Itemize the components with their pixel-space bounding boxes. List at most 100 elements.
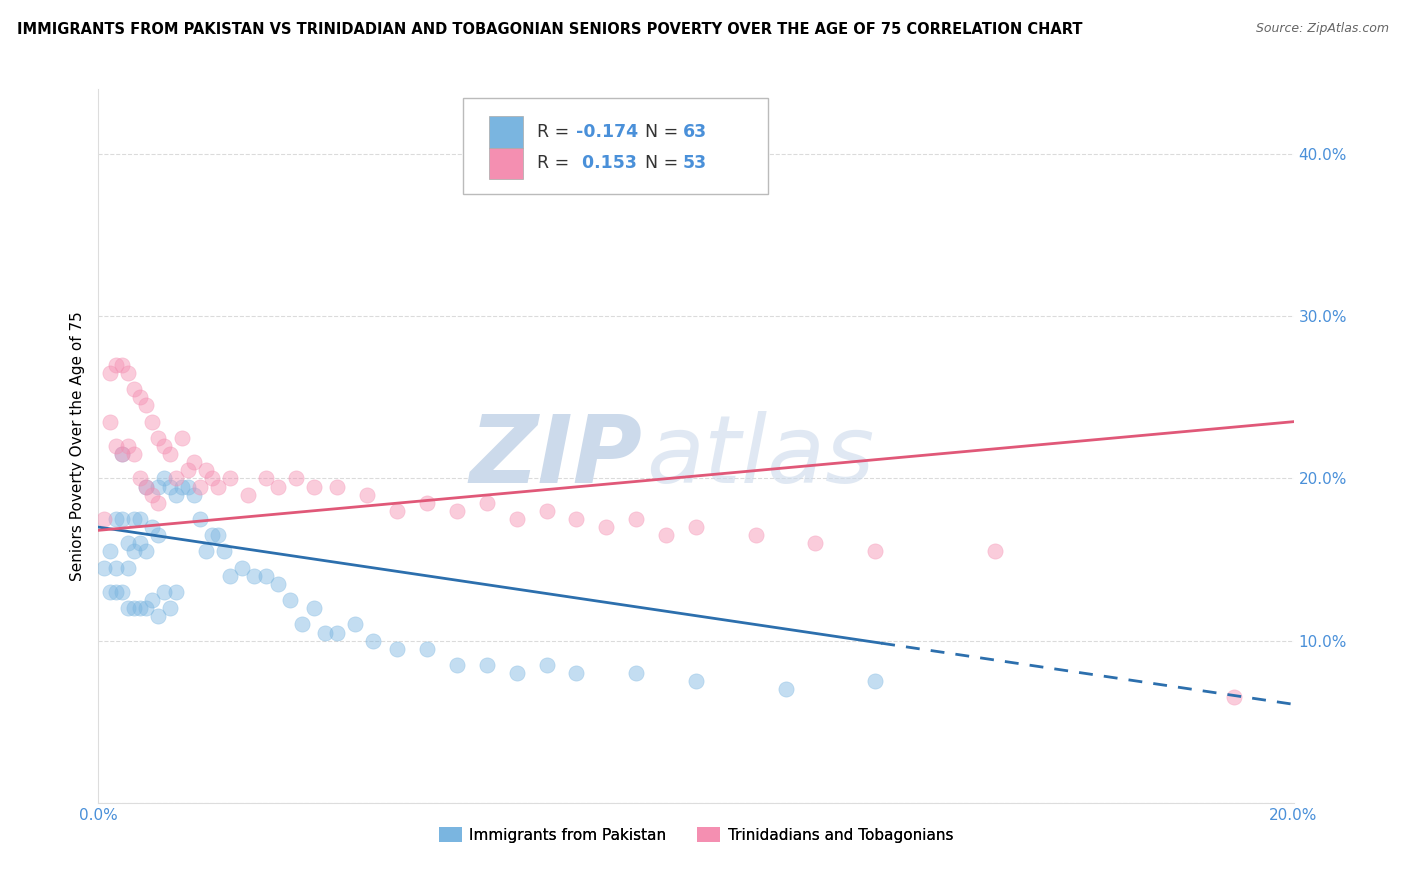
Point: [416, 496, 439, 510]
Point: [302, 601, 325, 615]
Point: [1223, 690, 1246, 705]
Point: [236, 488, 259, 502]
Point: [385, 504, 409, 518]
Point: [865, 674, 887, 689]
FancyBboxPatch shape: [489, 148, 523, 179]
Point: [124, 544, 146, 558]
Point: [153, 439, 176, 453]
Point: [356, 488, 378, 502]
Text: R =: R =: [537, 123, 575, 141]
Point: [183, 488, 205, 502]
Point: [129, 512, 152, 526]
Point: [177, 463, 200, 477]
Point: [141, 488, 163, 502]
Point: [865, 544, 887, 558]
Point: [506, 512, 529, 526]
FancyBboxPatch shape: [463, 98, 768, 194]
Point: [117, 439, 139, 453]
Text: 63: 63: [683, 123, 707, 141]
Point: [165, 585, 187, 599]
Point: [188, 512, 211, 526]
Point: [446, 657, 468, 672]
Point: [195, 544, 218, 558]
Point: [141, 520, 163, 534]
Point: [416, 641, 439, 656]
Point: [188, 479, 211, 493]
Point: [148, 609, 170, 624]
Point: [685, 674, 707, 689]
Point: [195, 463, 218, 477]
Point: [201, 471, 224, 485]
Point: [207, 479, 229, 493]
Text: R =: R =: [537, 154, 575, 172]
Point: [201, 528, 224, 542]
Point: [565, 666, 588, 681]
Point: [98, 585, 122, 599]
Point: [278, 593, 301, 607]
Point: [148, 431, 170, 445]
Point: [105, 358, 128, 372]
Point: [135, 544, 157, 558]
Point: [506, 666, 529, 681]
Text: N =: N =: [644, 154, 683, 172]
Point: [159, 447, 181, 461]
Point: [291, 617, 314, 632]
Point: [267, 577, 290, 591]
Point: [243, 568, 266, 582]
Point: [93, 512, 115, 526]
Point: [141, 593, 163, 607]
Point: [124, 601, 146, 615]
Point: [536, 504, 558, 518]
Text: N =: N =: [644, 123, 683, 141]
Point: [984, 544, 1007, 558]
Y-axis label: Seniors Poverty Over the Age of 75: Seniors Poverty Over the Age of 75: [69, 311, 84, 581]
Text: IMMIGRANTS FROM PAKISTAN VS TRINIDADIAN AND TOBAGONIAN SENIORS POVERTY OVER THE : IMMIGRANTS FROM PAKISTAN VS TRINIDADIAN …: [17, 22, 1083, 37]
Point: [129, 601, 152, 615]
Point: [219, 471, 242, 485]
Point: [117, 536, 139, 550]
Text: Source: ZipAtlas.com: Source: ZipAtlas.com: [1256, 22, 1389, 36]
Point: [148, 479, 170, 493]
Point: [626, 666, 648, 681]
Point: [148, 496, 170, 510]
Point: [254, 568, 277, 582]
Text: 53: 53: [683, 154, 707, 172]
Point: [326, 479, 349, 493]
Point: [165, 488, 187, 502]
Point: [111, 512, 134, 526]
Point: [172, 479, 194, 493]
Point: [124, 447, 146, 461]
Point: [129, 536, 152, 550]
Point: [475, 496, 498, 510]
Point: [105, 439, 128, 453]
Point: [212, 544, 235, 558]
Point: [284, 471, 307, 485]
Point: [105, 560, 128, 574]
Point: [135, 601, 157, 615]
Point: [685, 520, 707, 534]
Point: [124, 512, 146, 526]
Point: [111, 358, 134, 372]
Point: [117, 601, 139, 615]
Point: [135, 399, 157, 413]
Point: [98, 366, 122, 380]
Point: [141, 415, 163, 429]
Text: ZIP: ZIP: [470, 410, 643, 503]
Point: [93, 560, 115, 574]
Point: [315, 625, 337, 640]
Point: [177, 479, 200, 493]
Point: [111, 447, 134, 461]
Legend: Immigrants from Pakistan, Trinidadians and Tobagonians: Immigrants from Pakistan, Trinidadians a…: [433, 821, 959, 848]
FancyBboxPatch shape: [489, 116, 523, 148]
Point: [326, 625, 349, 640]
Point: [111, 447, 134, 461]
Point: [98, 415, 122, 429]
Point: [363, 633, 385, 648]
Point: [105, 512, 128, 526]
Point: [172, 431, 194, 445]
Point: [124, 382, 146, 396]
Point: [745, 528, 768, 542]
Point: [129, 471, 152, 485]
Point: [595, 520, 617, 534]
Point: [183, 455, 205, 469]
